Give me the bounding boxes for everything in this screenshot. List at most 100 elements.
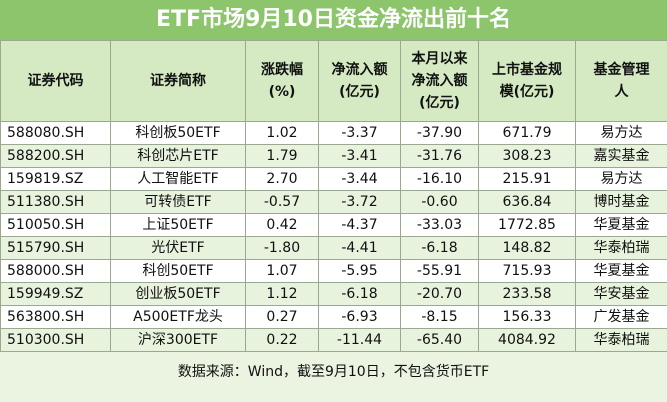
header-text: 模(亿元)	[499, 84, 555, 100]
header-text: 涨跌幅	[261, 62, 303, 78]
header-cell: 证券简称	[110, 40, 246, 122]
table-cell: 人工智能ETF	[110, 167, 246, 191]
table-cell: 588200.SH	[0, 144, 111, 168]
table-row: 159819.SZ 人工智能ETF 2.70 -3.44 -16.10 215.91 易方达	[0, 167, 667, 191]
table-cell: -37.90	[400, 121, 479, 145]
table-cell: 嘉实基金	[575, 144, 667, 168]
table-cell: 588080.SH	[0, 121, 111, 145]
table-row: 510050.SH 上证50ETF 0.42 -4.37 -33.03 1772.85 华夏…	[0, 213, 667, 237]
table-cell: -65.40	[400, 328, 479, 352]
header-text: 证券简称	[150, 73, 206, 89]
table-cell: 563800.SH	[0, 305, 111, 329]
table-cell: 515790.SH	[0, 236, 111, 260]
header-text: 基金管理	[593, 62, 650, 78]
table-cell: 广发基金	[575, 305, 667, 329]
table-cell: 易方达	[575, 167, 667, 191]
table-cell: -0.60	[400, 190, 479, 214]
table-cell: 308.23	[478, 144, 576, 168]
header-text: (亿元)	[339, 84, 380, 100]
table-cell: 科创芯片ETF	[110, 144, 246, 168]
header-text: (亿元)	[419, 95, 460, 111]
table-row: 588080.SH 科创板50ETF 1.02 -3.37 -37.90 671.79 易方…	[0, 121, 667, 145]
table-cell: 上证50ETF	[110, 213, 246, 237]
table-cell: 华泰柏瑞	[575, 236, 667, 260]
table-cell: 创业板50ETF	[110, 282, 246, 306]
header-cell: 证券代码	[0, 40, 111, 122]
table-cell: -1.80	[245, 236, 319, 260]
table-cell: -6.93	[318, 305, 401, 329]
table-cell: 可转债ETF	[110, 190, 246, 214]
table-cell: -31.76	[400, 144, 479, 168]
table-cell: 1772.85	[478, 213, 576, 237]
footnote: 数据来源：Wind，截至9月10日，不包含货币ETF	[0, 352, 667, 396]
header-text: 人	[614, 84, 629, 100]
header-text: (%)	[268, 84, 296, 100]
table-cell: -3.41	[318, 144, 401, 168]
table-cell: -4.37	[318, 213, 401, 237]
table-cell: 233.58	[478, 282, 576, 306]
header-text: 净流入额	[331, 62, 388, 78]
table-cell: 215.91	[478, 167, 576, 191]
table-title: ETF市场9月10日资金净流出前十名	[0, 0, 667, 40]
header-cell: 涨跌幅 (%)	[245, 40, 319, 122]
table-cell: -4.41	[318, 236, 401, 260]
table-cell: 沪深300ETF	[110, 328, 246, 352]
table-cell: 510300.SH	[0, 328, 111, 352]
table-cell: 671.79	[478, 121, 576, 145]
table-cell: 1.12	[245, 282, 319, 306]
table-row: 510300.SH 沪深300ETF 0.22 -11.44 -65.40 4084.92…	[0, 328, 667, 352]
table-cell: 148.82	[478, 236, 576, 260]
header-cell: 基金管理人	[575, 40, 667, 122]
table-cell: 510050.SH	[0, 213, 111, 237]
table-cell: -5.95	[318, 259, 401, 283]
table-row: 511380.SH 可转债ETF -0.57 -3.72 -0.60 636.84 博时基金	[0, 190, 667, 214]
table-cell: -8.15	[400, 305, 479, 329]
header-cell: 上市基金规模(亿元)	[478, 40, 576, 122]
table-cell: 511380.SH	[0, 190, 111, 214]
table-cell: -3.72	[318, 190, 401, 214]
header-text: 证券代码	[27, 73, 84, 89]
table-cell: 华泰柏瑞	[575, 328, 667, 352]
table-cell: 易方达	[575, 121, 667, 145]
table-cell: A500ETF龙头	[110, 305, 246, 329]
header-text: 本月以来	[411, 51, 468, 67]
table-cell: 博时基金	[575, 190, 667, 214]
table-cell: -16.10	[400, 167, 479, 191]
table-cell: 2.70	[245, 167, 319, 191]
table-cell: -3.44	[318, 167, 401, 191]
header-cell: 净流入额 (亿元)	[318, 40, 401, 122]
table-row: 159949.SZ 创业板50ETF 1.12 -6.18 -20.70 233.58 华安…	[0, 282, 667, 306]
table-body: 588080.SH 科创板50ETF 1.02 -3.37 -37.90 671.79 易方…	[0, 121, 667, 352]
table-cell: -0.57	[245, 190, 319, 214]
table-cell: 科创板50ETF	[110, 121, 246, 145]
table-cell: 0.22	[245, 328, 319, 352]
table-cell: -6.18	[400, 236, 479, 260]
table-cell: -55.91	[400, 259, 479, 283]
table-row: 515790.SH 光伏ETF -1.80 -4.41 -6.18 148.82 华泰柏瑞	[0, 236, 667, 260]
table-cell: 光伏ETF	[110, 236, 246, 260]
table-cell: 0.27	[245, 305, 319, 329]
table-cell: 0.42	[245, 213, 319, 237]
table-cell: 4084.92	[478, 328, 576, 352]
table: 证券代码 证券简称 涨跌幅 (%) 净流入额 (亿元) 本月以来净流入额 (亿元) 上市基金规模…	[0, 40, 667, 352]
table-cell: -20.70	[400, 282, 479, 306]
header-text: 上市基金规	[492, 62, 562, 78]
table-cell: 156.33	[478, 305, 576, 329]
header-row: 证券代码 证券简称 涨跌幅 (%) 净流入额 (亿元) 本月以来净流入额 (亿元) 上市基金规模…	[0, 40, 667, 122]
table-cell: 华夏基金	[575, 213, 667, 237]
table-cell: -11.44	[318, 328, 401, 352]
header-text: 净流入额	[411, 73, 468, 89]
table-row: 588000.SH 科创50ETF 1.07 -5.95 -55.91 715.93 华夏基…	[0, 259, 667, 283]
table-cell: 1.02	[245, 121, 319, 145]
table-cell: 715.93	[478, 259, 576, 283]
table-cell: -6.18	[318, 282, 401, 306]
header-cell: 本月以来净流入额 (亿元)	[400, 40, 479, 122]
table-row: 588200.SH 科创芯片ETF 1.79 -3.41 -31.76 308.23 嘉实基…	[0, 144, 667, 168]
table-cell: 159819.SZ	[0, 167, 111, 191]
table-cell: -3.37	[318, 121, 401, 145]
table-cell: 华夏基金	[575, 259, 667, 283]
table-row: 563800.SH A500ETF龙头 0.27 -6.93 -8.15 156.33 广发…	[0, 305, 667, 329]
table-cell: 1.07	[245, 259, 319, 283]
table-cell: 1.79	[245, 144, 319, 168]
